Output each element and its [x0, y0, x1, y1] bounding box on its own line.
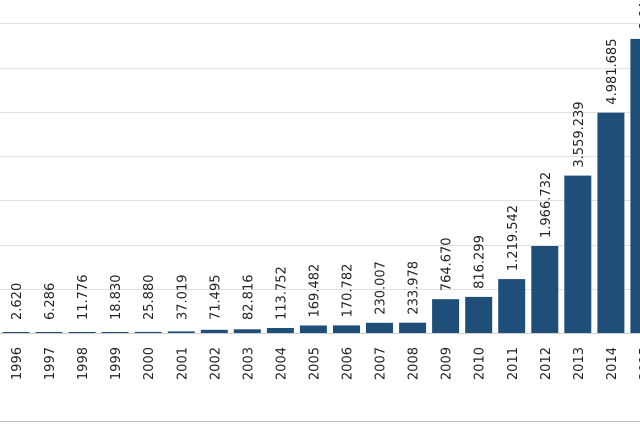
bar-2003[interactable] — [233, 329, 261, 333]
bar-2013[interactable] — [564, 175, 592, 333]
value-label-2012: 1.966.732 — [539, 172, 554, 238]
value-label-1999: 18.830 — [109, 275, 124, 321]
x-tick-label-2009: 2009 — [440, 347, 455, 380]
bar-1998[interactable] — [68, 332, 96, 333]
value-label-2006: 170.782 — [341, 264, 356, 318]
bar-1996[interactable] — [2, 332, 30, 333]
bar-2011[interactable] — [498, 279, 526, 333]
x-tick-label-1999: 1999 — [109, 347, 124, 380]
value-label-2009: 764.670 — [440, 237, 455, 291]
bar-1997[interactable] — [35, 332, 63, 333]
value-label-2011: 1.219.542 — [506, 205, 521, 271]
value-label-1998: 11.776 — [76, 275, 91, 321]
x-tick-labels: 1996 1997 1998 1999 2000 2001 2002 2003 2004 2005… — [10, 347, 640, 380]
value-label-2000: 25.880 — [142, 275, 157, 321]
x-tick-label-2007: 2007 — [374, 347, 389, 380]
bar-2001[interactable] — [167, 331, 195, 333]
bar-2004[interactable] — [266, 328, 294, 333]
x-tick-label-2003: 2003 — [241, 347, 256, 380]
x-tick-label-2011: 2011 — [506, 347, 521, 380]
x-tick-label-2008: 2008 — [407, 347, 422, 380]
bar-2007[interactable] — [366, 322, 393, 333]
value-label-2002: 71.495 — [208, 275, 223, 321]
x-tick-label-2010: 2010 — [473, 347, 488, 380]
bar-2008[interactable] — [399, 322, 427, 333]
x-tick-label-1998: 1998 — [76, 347, 91, 380]
x-tick-label-2012: 2012 — [539, 347, 554, 380]
x-tick-label-1996: 1996 — [10, 347, 25, 380]
x-tick-label-1997: 1997 — [43, 347, 58, 380]
bar-2002[interactable] — [200, 329, 228, 333]
x-tick-label-2013: 2013 — [572, 347, 587, 380]
x-tick-label-2005: 2005 — [307, 347, 322, 380]
x-tick-label-2001: 2001 — [175, 347, 190, 380]
bar-1999[interactable] — [101, 332, 129, 333]
bars — [2, 38, 640, 334]
x-tick-label-2000: 2000 — [142, 347, 157, 380]
bar-2015[interactable] — [630, 38, 640, 334]
x-tick-label-2002: 2002 — [208, 347, 223, 380]
value-label-2007: 230.007 — [374, 261, 389, 315]
value-labels: 2.620 6.286 11.776 18.830 25.880 37.019 71.495… — [10, 0, 640, 320]
x-tick-label-2015: 2015 — [638, 347, 640, 380]
bar-2009[interactable] — [432, 299, 460, 333]
value-label-2008: 233.978 — [407, 261, 422, 315]
x-tick-label-2014: 2014 — [605, 347, 620, 380]
bar-2012[interactable] — [531, 246, 559, 333]
value-label-2015: 6.649.880 — [638, 0, 640, 31]
bar-2010[interactable] — [465, 296, 493, 333]
value-label-2005: 169.482 — [307, 264, 322, 318]
value-label-2013: 3.559.239 — [572, 101, 587, 167]
value-label-2004: 113.752 — [274, 266, 289, 320]
x-tick-label-2004: 2004 — [274, 347, 289, 380]
value-label-1996: 2.620 — [10, 283, 25, 320]
value-label-2003: 82.816 — [241, 275, 256, 321]
value-label-2001: 37.019 — [175, 275, 190, 321]
grid-lines — [0, 23, 640, 290]
value-label-2014: 4.981.685 — [605, 39, 620, 105]
bar-2014[interactable] — [597, 112, 625, 333]
value-label-1997: 6.286 — [43, 283, 58, 320]
bar-2006[interactable] — [333, 325, 360, 333]
value-label-2010: 816.299 — [473, 235, 488, 289]
bar-2005[interactable] — [299, 325, 327, 334]
bar-2000[interactable] — [134, 331, 162, 333]
x-tick-label-2006: 2006 — [341, 347, 356, 380]
